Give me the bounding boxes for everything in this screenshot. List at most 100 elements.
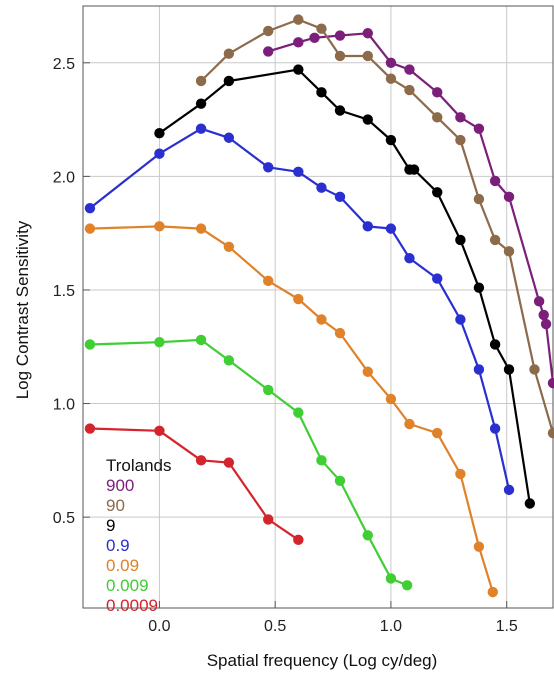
data-point <box>293 534 304 546</box>
data-point <box>316 23 327 34</box>
data-point <box>293 37 304 48</box>
data-point <box>529 364 540 375</box>
y-axis-title: Log Contrast Sensitivity <box>13 220 32 399</box>
data-point <box>263 162 274 173</box>
data-point <box>473 541 485 552</box>
data-point <box>385 134 397 146</box>
data-point <box>455 112 466 123</box>
data-point <box>263 46 274 57</box>
series-line <box>89 427 299 541</box>
data-point <box>473 364 485 375</box>
data-point <box>84 223 96 234</box>
data-point <box>223 241 235 252</box>
series-line <box>200 18 554 434</box>
data-point <box>84 202 96 214</box>
data-point <box>455 468 466 480</box>
data-point <box>404 84 415 96</box>
data-point <box>385 223 397 234</box>
data-point <box>489 175 501 187</box>
data-point <box>316 87 327 98</box>
data-point <box>195 123 207 134</box>
legend-entry: 0.9 <box>106 536 130 555</box>
data-point <box>223 132 235 143</box>
data-point <box>489 423 501 434</box>
axis-ticks: 0.0 0.5 1.0 1.5 0.5 1.0 1.5 2.0 2.5 <box>53 56 518 635</box>
data-point <box>385 57 397 68</box>
data-point <box>316 314 327 325</box>
x-tick-label: 1.5 <box>496 618 518 635</box>
data-point <box>334 105 346 116</box>
data-point <box>195 334 207 346</box>
data-point <box>489 234 501 246</box>
data-point <box>503 364 515 375</box>
series-9 <box>154 64 536 509</box>
data-point <box>533 296 545 307</box>
data-point <box>404 64 415 75</box>
plot-frame <box>82 5 554 609</box>
data-point <box>487 586 499 598</box>
x-tick-label: 0.0 <box>148 618 170 635</box>
data-point <box>473 123 485 134</box>
data-point <box>503 191 515 203</box>
data-point <box>84 339 96 350</box>
y-tick-label: 1.0 <box>53 397 75 414</box>
data-point <box>293 407 304 418</box>
data-point <box>334 30 346 41</box>
series-0.9 <box>84 123 515 496</box>
data-point <box>334 191 346 203</box>
data-point <box>385 573 397 584</box>
legend-entry: 900 <box>106 476 134 495</box>
data-point <box>223 355 235 366</box>
series-0.09 <box>84 221 499 598</box>
data-point <box>316 455 327 466</box>
legend-entry: 0.09 <box>106 556 139 575</box>
legend-entry: 9 <box>106 516 115 535</box>
data-point <box>154 148 165 159</box>
data-point <box>293 64 304 75</box>
series-90 <box>195 14 554 439</box>
data-point <box>334 327 346 339</box>
series-0.009 <box>84 334 413 591</box>
data-point <box>263 25 274 37</box>
data-point <box>84 423 96 434</box>
data-point <box>334 475 346 486</box>
data-point <box>362 50 373 62</box>
data-point <box>408 164 420 175</box>
series-0.0009 <box>84 423 304 546</box>
data-point <box>154 425 165 437</box>
data-point <box>223 457 235 468</box>
data-point <box>524 498 536 509</box>
data-point <box>547 377 554 389</box>
x-axis-title: Spatial frequency (Log cy/deg) <box>207 651 438 670</box>
data-point <box>489 339 501 350</box>
data-point <box>404 418 415 430</box>
data-point <box>503 484 515 496</box>
x-tick-label: 1.0 <box>380 618 402 635</box>
series-line <box>89 225 494 593</box>
data-point <box>195 98 207 109</box>
data-point <box>293 14 304 25</box>
data-point <box>362 114 373 125</box>
x-tick-label: 0.5 <box>264 618 286 635</box>
data-point <box>385 393 397 405</box>
data-point <box>263 384 274 396</box>
series-line <box>89 127 511 491</box>
data-point <box>432 187 443 198</box>
data-point <box>432 273 443 284</box>
data-point <box>154 221 165 232</box>
data-point <box>362 221 373 232</box>
series-group <box>84 14 554 598</box>
data-point <box>195 455 207 466</box>
data-point <box>195 75 207 87</box>
data-point <box>195 223 207 234</box>
y-tick-label: 0.5 <box>53 510 75 527</box>
data-point <box>362 28 373 39</box>
data-point <box>455 134 466 146</box>
series-line <box>158 68 531 504</box>
y-tick-label: 2.0 <box>53 169 75 186</box>
data-point <box>503 246 515 257</box>
data-point <box>432 427 443 439</box>
legend-entry: 0.009 <box>106 576 149 595</box>
data-point <box>334 50 346 62</box>
